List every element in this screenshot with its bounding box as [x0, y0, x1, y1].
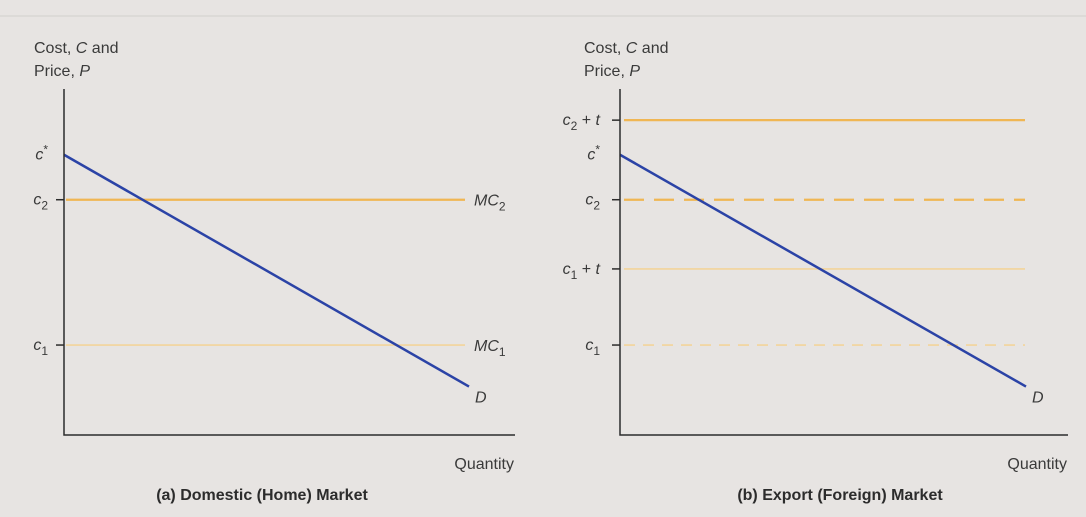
demand-line: [63, 153, 470, 388]
y-axis-label-line2: Price, P: [34, 63, 90, 80]
y-axis-label-line1: Cost, C and: [34, 40, 119, 57]
demand-label: D: [1032, 390, 1044, 407]
axes: [619, 89, 1068, 436]
axes: [63, 89, 515, 436]
tick-label-c2: c2: [585, 192, 600, 213]
demand-layer: [63, 153, 470, 388]
tick-label-c1: c1: [585, 337, 600, 358]
panel-title: (b) Export (Foreign) Market: [737, 487, 943, 504]
x-axis-label: Quantity: [1007, 456, 1067, 473]
demand-layer: [619, 153, 1027, 388]
tick-label-c2: c2: [33, 192, 48, 213]
tick-label-c2t: c2 + t: [563, 112, 601, 133]
x-axis-label: Quantity: [454, 456, 514, 473]
tick-label-c1: c1: [33, 337, 48, 358]
demand-line: [619, 153, 1027, 388]
tick-label-cstar: c*: [35, 143, 48, 164]
y-ticks-layer: c* c2 c1: [33, 143, 64, 358]
label-mc2: MC2: [474, 193, 506, 214]
line-labels-layer: D: [1032, 390, 1044, 407]
tick-label-c1t: c1 + t: [563, 261, 601, 282]
y-axis-label-line1: Cost, C and: [584, 40, 669, 57]
tick-label-cstar: c*: [587, 143, 600, 164]
y-ticks-layer: c2 + t c* c2 c1 + t c1: [563, 112, 620, 358]
panel-title: (a) Domestic (Home) Market: [156, 487, 368, 504]
demand-label: D: [475, 390, 487, 407]
line-labels-layer: MC2 MC1 D: [474, 193, 506, 407]
label-mc1: MC1: [474, 338, 506, 359]
cost-lines-layer: [624, 119, 1025, 346]
y-axis-label-line2: Price, P: [584, 63, 640, 80]
panel-domestic-market: Cost, C and Price, P c* c2 c1 MC2 MC1 D Quan…: [33, 40, 515, 504]
